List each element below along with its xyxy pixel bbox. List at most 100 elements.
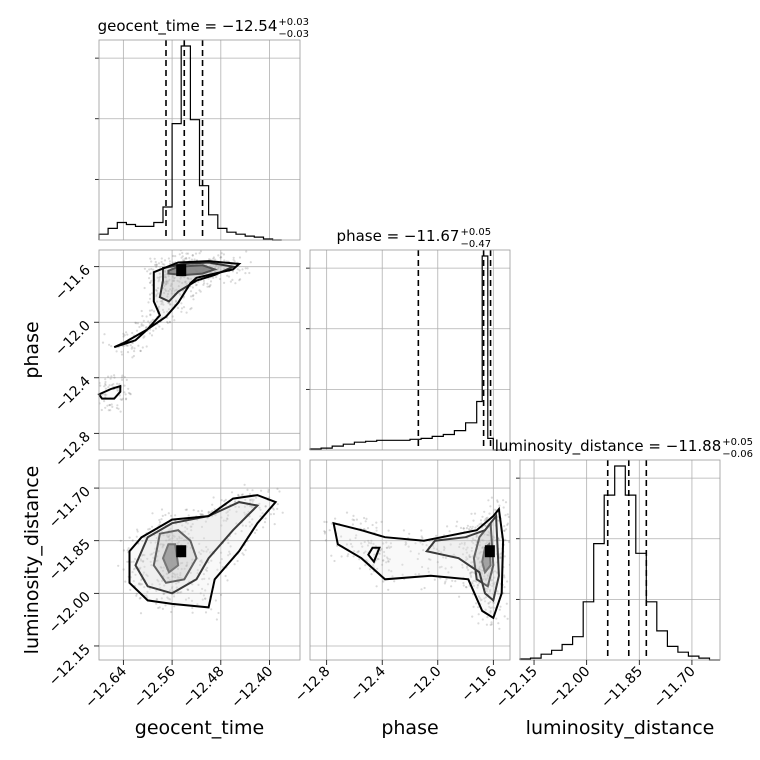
sample-point	[234, 500, 237, 503]
sample-point	[166, 282, 169, 285]
sample-point	[120, 353, 124, 356]
sample-point	[118, 394, 121, 397]
sample-point	[150, 334, 154, 337]
sample-point	[139, 612, 143, 615]
sample-point	[267, 490, 270, 493]
sample-point	[166, 572, 169, 575]
sample-point	[138, 325, 141, 329]
sample-point	[492, 539, 496, 542]
sample-point	[132, 580, 135, 583]
sample-point	[160, 260, 163, 264]
sample-point	[167, 290, 170, 293]
sample-point	[124, 580, 127, 583]
sample-point	[164, 276, 167, 279]
sample-point	[386, 557, 390, 560]
sample-point	[493, 570, 497, 573]
sample-point	[190, 307, 193, 310]
sample-point	[104, 378, 107, 381]
sample-point	[196, 603, 199, 606]
sample-point	[167, 280, 170, 283]
sample-point	[180, 310, 183, 313]
sample-point	[475, 536, 478, 539]
sample-point	[108, 404, 112, 407]
sample-point	[104, 380, 107, 384]
sample-point	[325, 520, 328, 524]
sample-point	[464, 585, 468, 589]
sample-point	[462, 527, 465, 530]
sample-point	[169, 288, 172, 291]
sample-point	[471, 571, 474, 574]
sample-point	[126, 560, 129, 563]
title-plus-luminosity_distance: +0.05	[722, 437, 753, 448]
sample-point	[165, 281, 168, 284]
sample-point	[490, 578, 493, 581]
sample-point	[476, 558, 480, 561]
sample-point	[189, 290, 193, 293]
sample-point	[195, 292, 198, 295]
sample-point	[364, 564, 367, 567]
sample-point	[408, 532, 411, 535]
histogram-luminosity_distance	[519, 465, 720, 661]
sample-point	[120, 398, 123, 401]
sample-point	[206, 517, 209, 520]
sample-point	[506, 523, 509, 527]
sample-point	[127, 387, 130, 390]
sample-point	[209, 280, 213, 283]
sample-point	[142, 553, 145, 556]
sample-point	[137, 583, 140, 586]
sample-point	[493, 536, 496, 539]
sample-point	[150, 552, 154, 556]
sample-point	[225, 511, 228, 514]
sample-point	[272, 508, 275, 511]
sample-point	[462, 581, 465, 585]
sample-point	[484, 600, 487, 603]
sample-point	[233, 563, 236, 566]
sample-point	[470, 546, 473, 550]
sample-point	[204, 611, 208, 614]
sample-point	[449, 543, 452, 546]
contour-geocent_time__luminosity_distance	[152, 529, 198, 584]
sample-point	[191, 254, 194, 257]
sample-point	[184, 280, 187, 283]
sample-point	[249, 499, 252, 502]
sample-point	[387, 588, 390, 591]
sample-point	[149, 541, 152, 544]
sample-point	[178, 535, 181, 538]
sample-point	[502, 499, 505, 502]
sample-point	[151, 583, 154, 586]
x-axis-label-luminosity_distance: luminosity_distance	[526, 717, 715, 739]
sample-point	[157, 262, 161, 265]
sample-point	[251, 500, 254, 503]
y-axis-label-luminosity_distance: luminosity_distance	[21, 466, 43, 655]
sample-point	[177, 576, 180, 579]
sample-point	[183, 257, 186, 260]
sample-point	[483, 575, 486, 578]
sample-point	[479, 599, 482, 602]
title-plus-geocent_time: +0.03	[278, 17, 309, 28]
sample-point	[205, 550, 208, 553]
sample-point	[481, 546, 484, 549]
sample-point	[141, 539, 144, 543]
sample-point	[460, 542, 463, 545]
sample-point	[380, 520, 383, 524]
sample-point	[146, 270, 149, 273]
sample-point	[224, 498, 227, 501]
sample-point	[375, 526, 378, 529]
sample-point	[477, 622, 480, 625]
sample-point	[456, 520, 459, 523]
sample-point	[163, 584, 166, 587]
sample-point	[484, 577, 487, 580]
sample-point	[139, 596, 142, 600]
sample-point	[148, 272, 152, 275]
sample-point	[196, 569, 199, 572]
sample-point	[152, 268, 155, 271]
sample-point	[180, 537, 183, 540]
sample-point	[281, 511, 284, 514]
sample-point	[433, 578, 436, 581]
sample-point	[149, 257, 152, 260]
sample-point	[223, 500, 226, 503]
sample-point	[362, 551, 366, 555]
sample-point	[149, 314, 152, 317]
sample-point	[249, 261, 252, 264]
sample-point	[487, 530, 490, 533]
